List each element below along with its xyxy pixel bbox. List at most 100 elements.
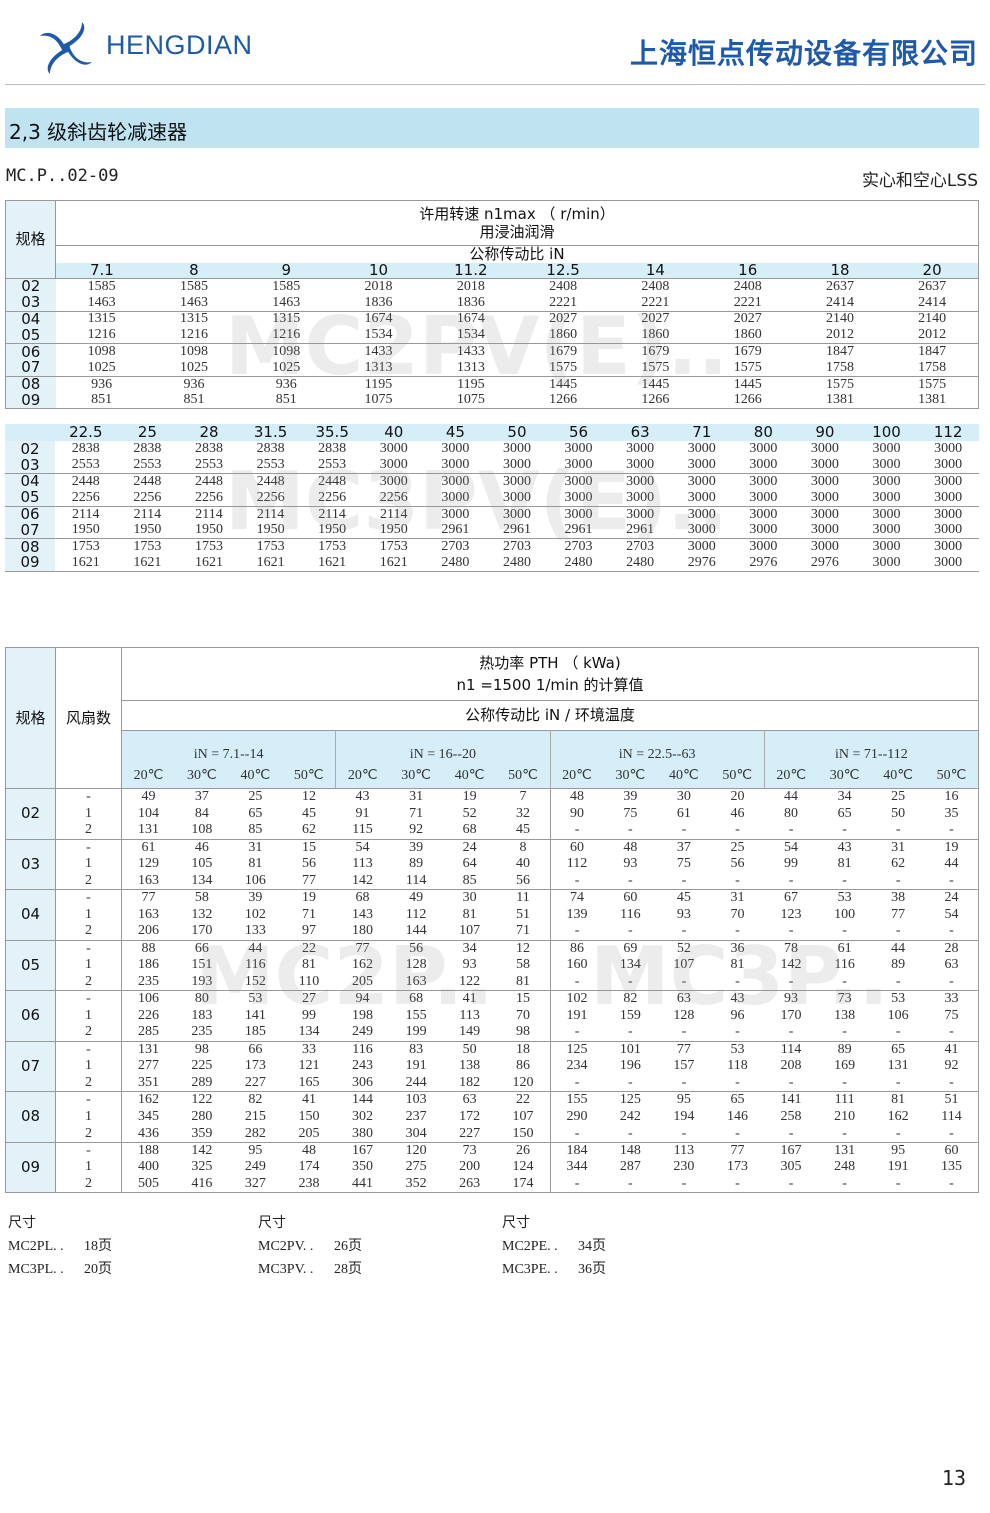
- thermal-value: 173: [244, 1058, 266, 1074]
- speed-value: 2553: [71, 457, 100, 473]
- thermal-value: 155: [550, 1091, 604, 1109]
- thermal-value: 74: [550, 889, 604, 907]
- thermal-value: 107: [496, 1108, 551, 1126]
- speed-value: 2637: [886, 277, 979, 295]
- thermal-value: 81: [496, 973, 551, 991]
- fan-count: -: [55, 838, 122, 856]
- thermal-value: -: [681, 1024, 687, 1040]
- thermal-value: 73: [817, 990, 872, 1008]
- thermal-value: 98: [175, 1040, 229, 1058]
- fan-count: -: [55, 1141, 122, 1160]
- thermal-value: 325: [191, 1159, 213, 1175]
- thermal-value: 65: [871, 1040, 925, 1058]
- thermal-value: 49: [121, 788, 176, 806]
- thermal-value: 148: [603, 1141, 658, 1160]
- thermal-value: -: [735, 872, 740, 888]
- speed-value: 2221: [549, 294, 578, 310]
- thermal-value: 351: [138, 1075, 160, 1091]
- speed-value: 3000: [732, 505, 795, 523]
- speed-value: 1758: [826, 359, 855, 375]
- thermal-value: 114: [764, 1040, 818, 1058]
- thermal-value: 111: [817, 1091, 872, 1109]
- ratio-header: 10: [332, 262, 425, 279]
- thermal-value: 89: [409, 856, 424, 872]
- thermal-value: 210: [834, 1108, 856, 1124]
- speed-value: 3000: [749, 441, 778, 457]
- thermal-value: 108: [191, 822, 213, 838]
- brand-name: HENGDIAN: [106, 30, 253, 60]
- speed-value: 2408: [516, 277, 610, 295]
- speed-value: 3000: [441, 489, 470, 505]
- thermal-value: 167: [335, 1141, 390, 1160]
- speed-value: 1575: [733, 359, 762, 375]
- ref-page: 18页: [84, 1239, 112, 1254]
- thermal-value: 304: [405, 1125, 427, 1141]
- ref-model: MC2PL. .: [8, 1239, 64, 1254]
- speed-value: 1753: [55, 538, 117, 556]
- speed-value: 936: [147, 375, 241, 393]
- thermal-value: 56: [389, 939, 443, 957]
- thermal-value: 106: [887, 1007, 909, 1023]
- thermal-value: 54: [764, 838, 818, 856]
- thermal-value: 436: [138, 1125, 160, 1141]
- thermal-value: -: [735, 1125, 740, 1141]
- ratio-header: 31.5: [239, 424, 302, 441]
- dimension-ref[interactable]: MC2PV. . 26页: [258, 1235, 362, 1258]
- thermal-value: 24: [442, 838, 497, 856]
- thermal-value: 275: [405, 1159, 427, 1175]
- thermal-value: 24: [924, 889, 979, 907]
- speed-value: 3000: [872, 457, 901, 473]
- speed-value: 2448: [55, 473, 117, 490]
- temperature-header: 40℃: [871, 764, 925, 789]
- table-row: 03-61 46 31 15 54 39 24 8 60 48 37 25 54 43 31 19: [5, 838, 979, 890]
- speed-value: 1216: [87, 327, 116, 343]
- table-row: 1 400 325 249 174 350 275 200 124 344 287 230 173 305…: [6, 1159, 979, 1176]
- size-label: 04: [5, 889, 56, 941]
- speed-value: 3000: [564, 489, 593, 505]
- thermal-value: 75: [623, 805, 638, 821]
- thermal-value: 53: [228, 990, 283, 1008]
- temperature-header: 30℃: [175, 764, 229, 789]
- thermal-value: -: [574, 973, 580, 989]
- thermal-value: 26: [496, 1141, 551, 1160]
- speed-value: 2414: [826, 294, 855, 310]
- thermal-value: 155: [405, 1007, 427, 1023]
- thermal-value: 122: [459, 973, 481, 989]
- thermal-value: 215: [244, 1108, 266, 1124]
- company-name: 上海恒点传动设备有限公司: [629, 37, 978, 70]
- dimension-label: 尺寸: [502, 1216, 530, 1231]
- thermal-value: 305: [780, 1159, 802, 1175]
- thermal-value: 112: [566, 856, 588, 872]
- speed-value: 2838: [194, 441, 223, 457]
- dimension-ref[interactable]: MC3PV. . 28页: [258, 1258, 362, 1281]
- dimension-ref[interactable]: MC2PE. . 34页: [502, 1235, 606, 1258]
- ratio-header: 35.5: [301, 424, 363, 441]
- dimension-ref[interactable]: MC2PL. . 18页: [8, 1235, 112, 1258]
- speed-value: 3000: [424, 473, 487, 490]
- thermal-value: 71: [301, 906, 316, 922]
- dimension-ref[interactable]: MC3PL. . 20页: [8, 1258, 112, 1281]
- speed-value: 1753: [178, 538, 240, 556]
- speed-value: 2408: [701, 277, 794, 295]
- size-label: 03: [5, 295, 56, 312]
- thermal-value: -: [842, 1176, 847, 1192]
- table-row: 06-106 80 53 27 94 68 41 15 102 82 63 43 93 73 53 33: [5, 990, 979, 1042]
- thermal-value: 93: [623, 856, 638, 872]
- speed-value: 2114: [239, 505, 302, 523]
- thermal-value: 191: [566, 1007, 588, 1023]
- dimension-ref[interactable]: MC3PE. . 36页: [502, 1258, 606, 1281]
- speed-value: 3000: [810, 441, 839, 457]
- thermal-value: 44: [871, 939, 925, 957]
- fan-count: 1: [55, 855, 122, 873]
- thermal-value: 77: [301, 872, 316, 888]
- speed-table-part2: 22.5 25 28 31.5 35.5 40 45 50 56 63 71 80 90 100 112 02…: [5, 424, 979, 572]
- table-row: 06 1098 1098 1098 1433 1433 1679 1679 1679 1847 18…: [5, 343, 979, 360]
- table-row: 09 1621 1621 1621 1621 1621 1621 2480 2480 2480 24…: [5, 555, 979, 572]
- speed-value: 1463: [179, 294, 208, 310]
- speed-value: 3000: [855, 538, 918, 556]
- speed-value: 2448: [178, 473, 240, 490]
- thermal-value: 81: [301, 957, 316, 973]
- speed-value: 3000: [362, 473, 425, 490]
- ratio-group-header: iN = 22.5--63: [550, 730, 765, 765]
- speed-value: 1950: [133, 522, 162, 538]
